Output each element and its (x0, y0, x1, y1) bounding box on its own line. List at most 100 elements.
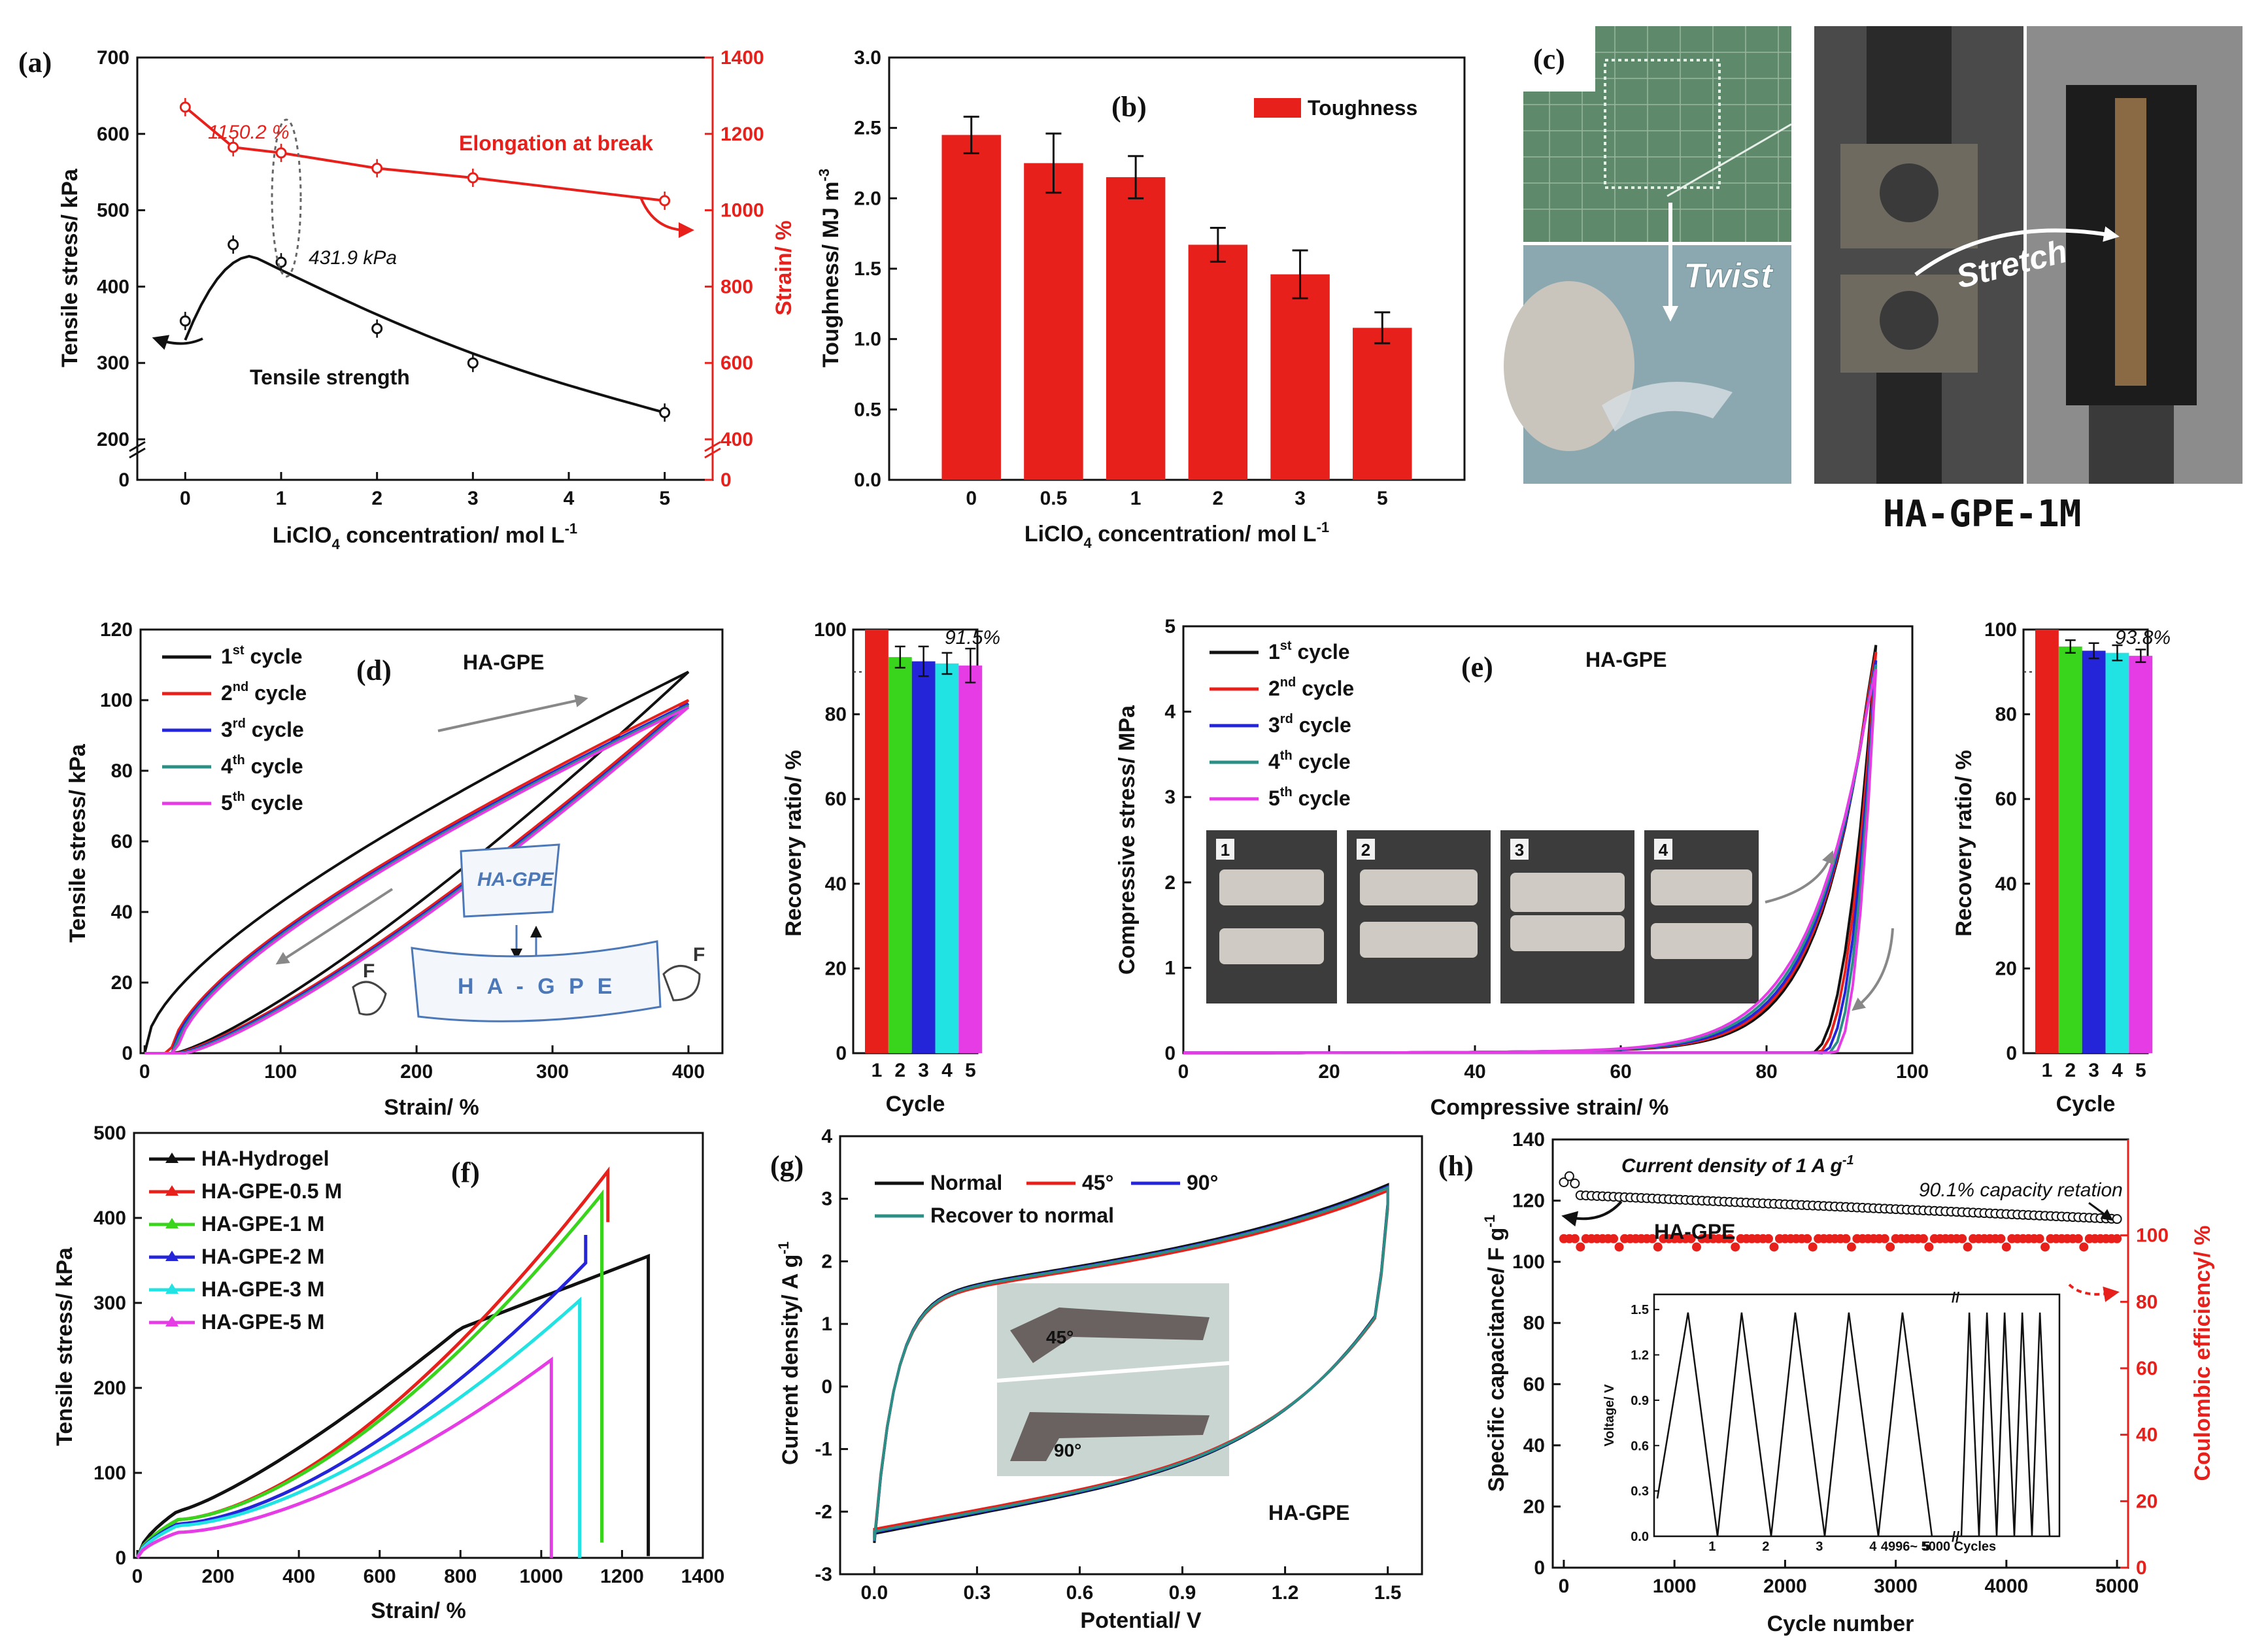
panel-h-retention: 90.1% capacity retation (1919, 1179, 2123, 1201)
platen-bottom-4 (1651, 923, 1752, 959)
inset-ytick-1.2: 1.2 (1631, 1349, 1649, 1363)
tensile-strength-point (228, 239, 239, 250)
legend-sup: st (1280, 639, 1292, 653)
f-xtick-1200: 1200 (600, 1566, 644, 1587)
e-bar-xtick-2: 2 (2065, 1060, 2076, 1081)
inset-break-mark-top: // (1952, 1289, 1959, 1306)
efficiency-point (1886, 1242, 1895, 1252)
cycle-curve-5 (1183, 668, 1878, 1054)
legend-text: cycle (245, 791, 303, 815)
legend-marker (165, 1283, 178, 1294)
photo-hand (1504, 281, 1634, 451)
panel-g-ylabel: Current density/ A g-1 (775, 1241, 803, 1465)
e-ytick-1: 1 (1164, 957, 1176, 979)
h-xtick-4000: 4000 (1984, 1576, 2028, 1597)
legend-marker (165, 1251, 178, 1261)
force-left: F (363, 960, 375, 982)
photo-number-2: 2 (1361, 840, 1370, 860)
legend-sup: st (233, 643, 245, 658)
lower-bolt (1880, 291, 1938, 350)
xlabel-a-tail: concentration/ mol L (340, 523, 565, 548)
legend-num: 1 (221, 645, 233, 668)
xlabel-a-sup: -1 (565, 520, 578, 537)
panel-e-data (1183, 645, 1878, 1055)
legend-entry: 2nd cycle (221, 680, 307, 705)
arrow-left-axis-h (1561, 1200, 1623, 1227)
d-ytick-80: 80 (111, 760, 133, 782)
efficiency-point (1957, 1234, 1967, 1243)
elongation-line (184, 106, 665, 202)
b-ytick-0.0: 0.0 (854, 469, 881, 491)
legend-text: cycle (245, 645, 303, 668)
a-xtick-0: 0 (180, 488, 191, 509)
d-ytick-40: 40 (111, 902, 133, 923)
xlabel-a-main: LiClO (273, 523, 332, 548)
legend-text: cycle (245, 754, 303, 778)
xlabel-b-tail: concentration/ mol L (1092, 522, 1317, 547)
a-ytick-300: 300 (97, 352, 129, 374)
panel-h-data (1559, 1171, 2122, 1252)
arrow-right-axis (639, 197, 694, 238)
recovery-annot-e: 93.8% (2115, 627, 2171, 649)
inset-ytick-0.3: 0.3 (1631, 1485, 1649, 1499)
panel-a-data (179, 97, 671, 422)
h-ytick-140: 140 (1512, 1129, 1545, 1151)
legend-entry: 2nd cycle (1268, 675, 1354, 700)
legend-sup: nd (1280, 675, 1296, 690)
legend-text: cycle (248, 681, 307, 705)
f-xtick-1400: 1400 (681, 1566, 725, 1587)
panel-c: (c) Twist Stretch HA-GPE-1M (1504, 26, 2243, 535)
h-xtick-0: 0 (1559, 1576, 1570, 1597)
sketch-film-stretched (411, 940, 662, 1022)
photo-number-3: 3 (1515, 840, 1524, 860)
legend-num: 4 (1268, 750, 1280, 773)
axis-break-left-2 (129, 447, 146, 459)
inset-xtail: 4996~ 5000 Cycles (1881, 1540, 1996, 1554)
a-ytick-700: 700 (97, 47, 129, 69)
legend-entry: HA-GPE-3 M (201, 1277, 324, 1301)
legend-entry: HA-GPE-5 M (201, 1310, 324, 1334)
caption-ha-gpe-1m: HA-GPE-1M (1883, 493, 2081, 535)
elongation-point (179, 101, 191, 113)
g-ytick-3: 3 (821, 1188, 832, 1210)
a-ytick-400: 400 (97, 276, 129, 297)
h-ytick-right-20: 20 (2136, 1491, 2158, 1512)
capacitance-point (1559, 1177, 1569, 1187)
e-xtick-20: 20 (1318, 1061, 1340, 1083)
legend-sup: nd (233, 680, 248, 694)
d-bar-xtick-5: 5 (965, 1060, 976, 1081)
a-ytick-right-1400: 1400 (720, 47, 764, 69)
g-ytick--1: -1 (815, 1439, 832, 1460)
legend-entry: 4th cycle (221, 753, 303, 778)
d-ytick-60: 60 (111, 831, 133, 852)
panel-b-ylabel: Toughness/ MJ m-3 (816, 169, 843, 367)
platen-bottom-2 (1360, 922, 1478, 958)
stretch-lower-grip (2089, 405, 2174, 484)
e-xtick-100: 100 (1896, 1061, 1929, 1083)
panel-g-ticks: 0.0 0.3 0.6 0.9 1.2 1.5 -3 -2 -1 0 1 2 3 4 (815, 1126, 1401, 1604)
d-xtick-0: 0 (139, 1061, 150, 1083)
d-ytick-0: 0 (122, 1043, 133, 1064)
e-bar-ytick-100: 100 (1984, 619, 2017, 641)
arrow-left-axis (152, 335, 203, 350)
g-ytick--3: -3 (815, 1564, 832, 1585)
legend-entry: 90° (1187, 1171, 1218, 1194)
legend-text: cycle (1293, 713, 1351, 737)
recovery-bar (935, 663, 959, 1053)
toughness-bar (1106, 177, 1166, 480)
photo-number-bg (1216, 839, 1234, 860)
cycle-curve-3 (144, 702, 690, 1054)
legend-entry: 1st cycle (221, 643, 303, 668)
elongation-point (467, 172, 479, 184)
e-bar-xtick-4: 4 (2112, 1060, 2123, 1081)
efficiency-point (1692, 1242, 1701, 1252)
legend-text: cycle (1292, 640, 1350, 664)
bent-electrode-45 (1010, 1307, 1210, 1363)
f-ytick-500: 500 (93, 1122, 126, 1144)
panel-h-note: Current density of 1 A g-1 (1621, 1153, 1854, 1177)
platen-top-1 (1219, 869, 1324, 905)
elongation-point (275, 147, 287, 159)
b-xtick-2: 2 (1213, 488, 1224, 509)
efficiency-point (1653, 1242, 1663, 1252)
